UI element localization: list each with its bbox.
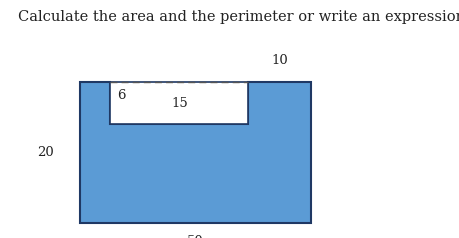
Text: 50: 50 [187,235,203,238]
Bar [110,82,248,124]
Text: 20: 20 [38,146,54,159]
Text: 15: 15 [171,97,187,110]
Polygon shape [80,82,310,223]
Text: 10: 10 [270,54,287,67]
Text: 6: 6 [117,89,125,103]
Text: Calculate the area and the perimeter or write an expression.: Calculate the area and the perimeter or … [18,10,459,25]
